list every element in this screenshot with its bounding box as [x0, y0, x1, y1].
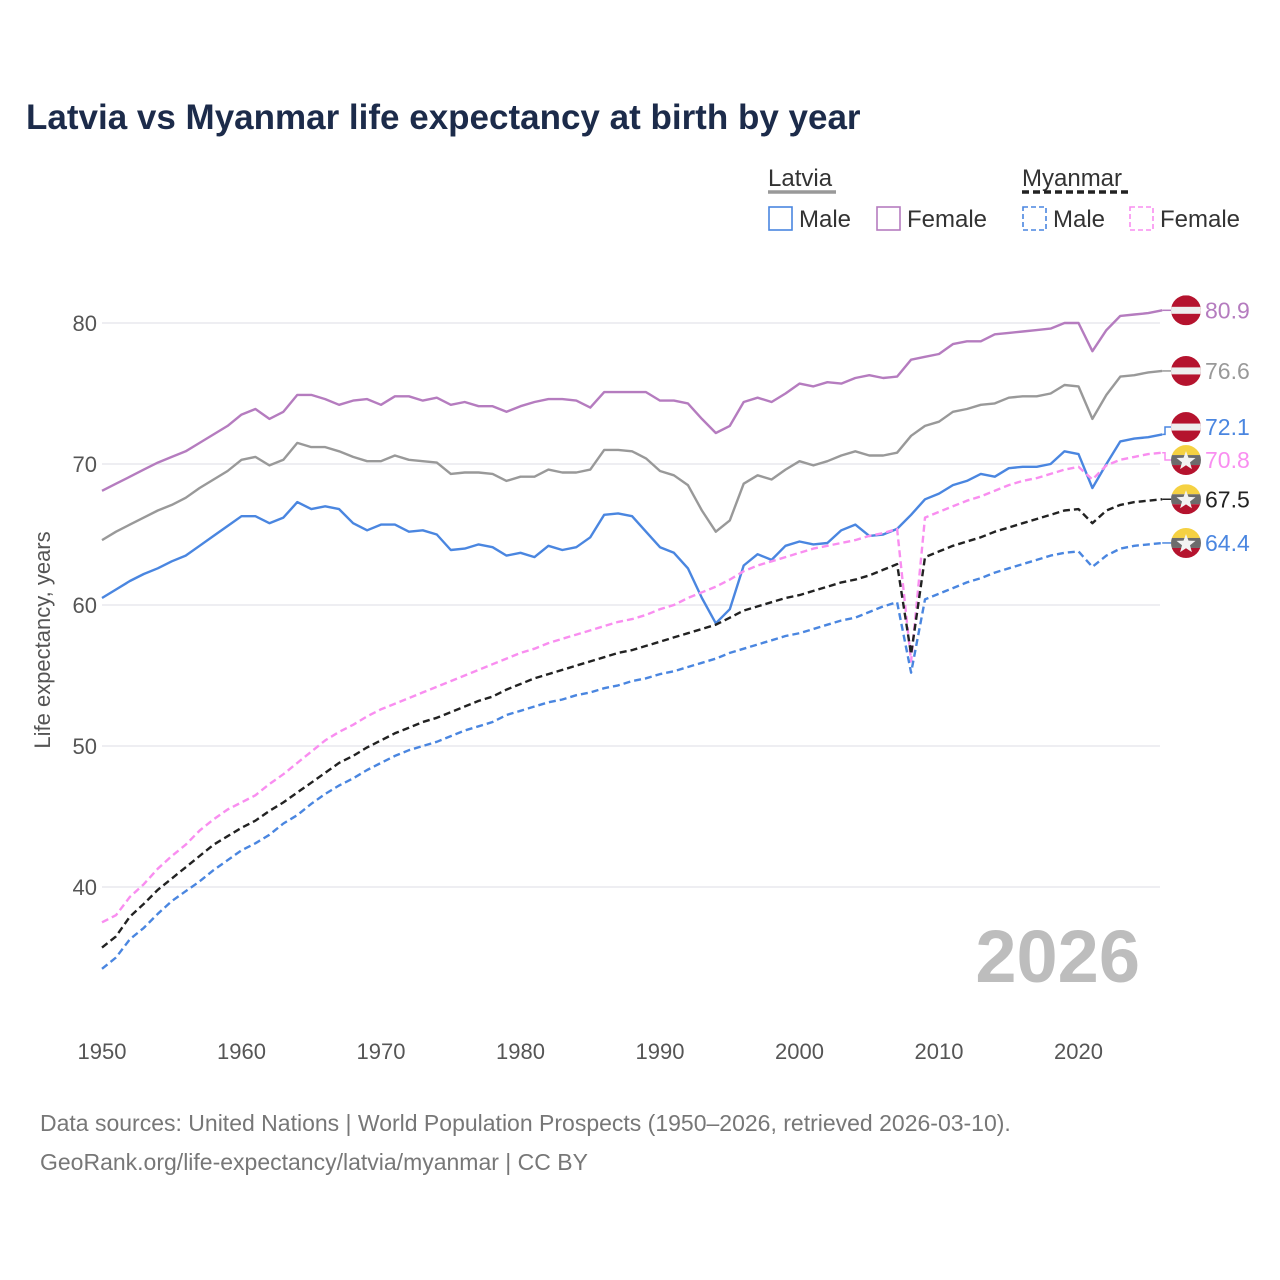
- myanmar-flag-icon: [1171, 484, 1201, 515]
- legend-group-myanmar: Myanmar: [1022, 165, 1122, 192]
- myanmar-flag-icon: [1171, 527, 1201, 558]
- latvia-flag-icon: [1171, 295, 1201, 326]
- series-line-latvia-total: [101, 369, 1163, 542]
- footer-sources: Data sources: United Nations | World Pop…: [40, 1110, 1011, 1136]
- x-tick-label: 1990: [636, 1039, 685, 1064]
- current-year-label: 2026: [975, 915, 1140, 998]
- legend: Latvia Male Female Myanmar Male Female: [768, 165, 1240, 233]
- series-line-latvia-male: [101, 433, 1163, 625]
- flag-red: [1171, 547, 1201, 558]
- legend-item-female: Female: [907, 206, 987, 233]
- end-labels: 80.9 76.6 72.1 70.8 67.5 64.4: [1162, 295, 1250, 558]
- x-tick-label: 1950: [78, 1039, 127, 1064]
- star-icon: [1176, 534, 1196, 553]
- x-tick-label: 2000: [775, 1039, 824, 1064]
- legend-swatch-male: [1022, 206, 1047, 231]
- end-label-connector: [1162, 451, 1171, 461]
- flag-red: [1171, 465, 1201, 476]
- legend-swatch-male: [768, 206, 793, 231]
- y-tick-label: 70: [73, 452, 97, 477]
- end-label-group: 72.1: [1162, 412, 1250, 443]
- chart-title: Latvia vs Myanmar life expectancy at bir…: [26, 98, 861, 137]
- y-axis: 40 50 60 70 80: [73, 311, 97, 900]
- myanmar-flag-icon: [1171, 445, 1201, 476]
- end-value-label: 70.8: [1205, 447, 1250, 473]
- y-tick-label: 60: [73, 593, 97, 618]
- footer-link[interactable]: GeoRank.org/life-expectancy/latvia/myanm…: [40, 1149, 588, 1175]
- end-value-label: 80.9: [1205, 297, 1250, 323]
- end-label-group: 70.8: [1162, 445, 1250, 476]
- flag-yellow: [1171, 445, 1201, 456]
- x-tick-label: 1970: [357, 1039, 406, 1064]
- star-icon: [1176, 451, 1196, 470]
- end-value-label: 67.5: [1205, 486, 1250, 512]
- flag-yellow: [1171, 527, 1201, 538]
- legend-item-male: Male: [799, 206, 851, 233]
- flag-white-band: [1171, 423, 1201, 431]
- end-label-group: 80.9: [1162, 295, 1250, 326]
- legend-swatch-female: [876, 206, 901, 231]
- series-line-myanmar-female: [101, 451, 1163, 924]
- legend-item-female: Female: [1160, 206, 1240, 233]
- flag-red: [1171, 504, 1201, 515]
- end-value-label: 76.6: [1205, 358, 1250, 384]
- flag-white-band: [1171, 306, 1201, 314]
- latvia-flag-icon: [1171, 355, 1201, 386]
- flag-white-band: [1171, 367, 1201, 375]
- end-value-label: 72.1: [1205, 414, 1250, 440]
- series-line-myanmar-total: [101, 498, 1163, 949]
- y-tick-label: 50: [73, 734, 97, 759]
- end-label-group: 64.4: [1162, 527, 1250, 558]
- flag-yellow: [1171, 484, 1201, 495]
- series-lines: [101, 309, 1163, 970]
- latvia-flag-icon: [1171, 412, 1201, 443]
- x-tick-label: 1980: [496, 1039, 545, 1064]
- x-tick-label: 2010: [915, 1039, 964, 1064]
- x-tick-label: 1960: [217, 1039, 266, 1064]
- end-label-group: 67.5: [1162, 484, 1250, 515]
- legend-group-latvia: Latvia: [768, 165, 833, 192]
- star-icon: [1176, 490, 1196, 509]
- legend-item-male: Male: [1053, 206, 1105, 233]
- end-label-connector: [1162, 426, 1171, 436]
- grid: [102, 322, 1160, 888]
- x-axis: 1950 1960 1970 1980 1990 2000 2010 2020: [78, 1039, 1103, 1064]
- end-value-label: 64.4: [1205, 530, 1250, 556]
- y-axis-label: Life expectancy, years: [30, 531, 55, 748]
- series-line-myanmar-male: [101, 541, 1163, 970]
- end-label-group: 76.6: [1162, 355, 1250, 386]
- y-tick-label: 40: [73, 875, 97, 900]
- legend-swatch-female: [1129, 206, 1154, 231]
- series-line-latvia-female: [101, 309, 1163, 492]
- y-tick-label: 80: [73, 311, 97, 336]
- x-tick-label: 2020: [1054, 1039, 1103, 1064]
